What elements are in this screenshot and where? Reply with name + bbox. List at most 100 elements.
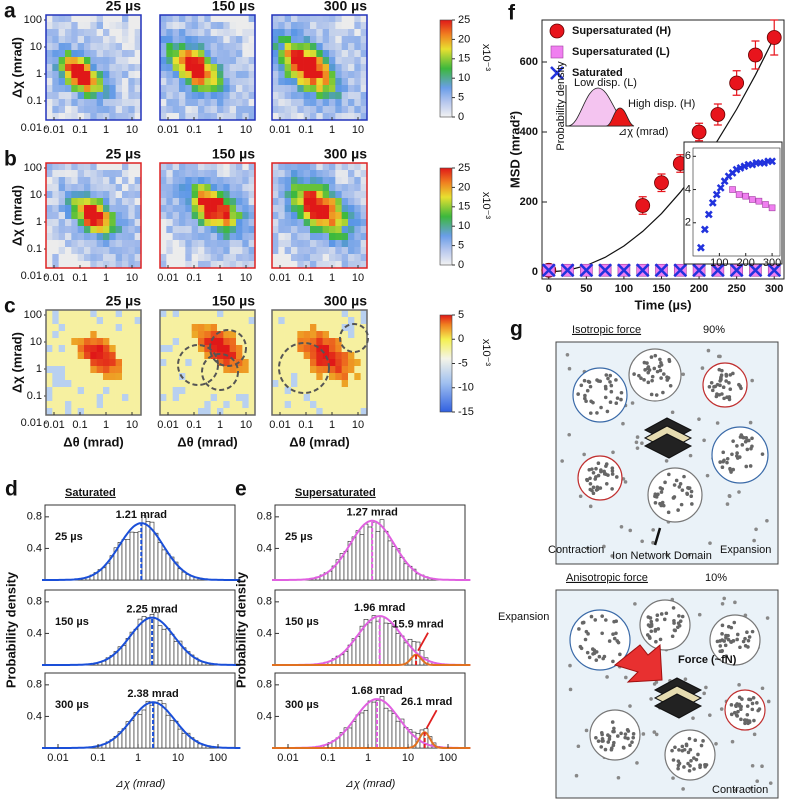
heatmap-cell	[103, 184, 110, 191]
heatmap-cell	[97, 233, 104, 240]
heatmap-cell	[335, 373, 342, 380]
heatmap-cell	[46, 254, 53, 261]
heatmap-cell	[323, 205, 330, 212]
ion	[582, 453, 586, 457]
heatmap-cell	[109, 184, 116, 191]
heatmap-cell	[230, 64, 237, 71]
ion	[724, 636, 728, 640]
heatmap-cell	[335, 394, 342, 401]
heatmap-cell	[242, 106, 249, 113]
heatmap-cell	[354, 359, 361, 366]
ion	[605, 482, 609, 486]
histogram-bar	[162, 629, 166, 665]
heatmap-cell	[71, 310, 78, 317]
ion	[737, 490, 741, 494]
heatmap-cell	[297, 106, 304, 113]
heatmap-cell	[192, 317, 199, 324]
heatmap-cell	[316, 254, 323, 261]
heatmap-cell	[166, 226, 173, 233]
ion	[655, 733, 659, 737]
heatmap-cell	[128, 57, 135, 64]
heatmap-cell	[90, 254, 97, 261]
heatmap-cell	[329, 254, 336, 261]
heatmap-cell	[230, 240, 237, 247]
heatmap-cell	[166, 198, 173, 205]
heatmap-cell	[90, 233, 97, 240]
heatmap-cell	[211, 50, 218, 57]
heatmap-cell	[122, 198, 129, 205]
ion	[611, 469, 615, 473]
heatmap-cell	[211, 219, 218, 226]
heatmap-cell	[52, 219, 59, 226]
ion	[755, 779, 759, 783]
heatmap-cell	[192, 78, 199, 85]
heatmap-cell	[297, 15, 304, 22]
heatmap-cell	[116, 240, 123, 247]
heatmap-cell	[297, 380, 304, 387]
heatmap-cell	[342, 387, 349, 394]
heatmap-cell	[272, 106, 279, 113]
heatmap-cell	[160, 78, 167, 85]
ion	[702, 692, 706, 696]
heatmap-cell	[179, 254, 186, 261]
heatmap-cell	[52, 261, 59, 268]
histogram-bar	[146, 618, 150, 665]
heatmap-cell	[173, 324, 180, 331]
row-time: 25 µs	[55, 531, 83, 543]
heatmap-cell	[59, 163, 66, 170]
heatmap-cell	[90, 408, 97, 415]
ion	[642, 732, 646, 736]
heatmap-cell	[211, 64, 218, 71]
heatmap-cell	[297, 205, 304, 212]
heatmap-cell	[354, 92, 361, 99]
heatmap-cell	[192, 85, 199, 92]
heatmap-cell	[128, 177, 135, 184]
histogram-bar	[400, 636, 404, 665]
heatmap-cell	[291, 29, 298, 36]
heatmap-cell	[204, 78, 211, 85]
heatmap-cell	[46, 99, 53, 106]
heatmap-cell	[52, 240, 59, 247]
heatmap-cell	[323, 22, 330, 29]
heatmap-cell	[342, 43, 349, 50]
heatmap-cell	[128, 36, 135, 43]
x-axis-label: ⊿χ (mrad)	[345, 778, 396, 790]
heatmap-cell	[166, 380, 173, 387]
x-tick-label: 0.1	[90, 752, 105, 764]
heatmap-cell	[128, 226, 135, 233]
ion	[690, 502, 694, 506]
ion	[702, 438, 706, 442]
heatmap-cell	[204, 198, 211, 205]
heatmap-cell	[97, 359, 104, 366]
histogram-bar	[142, 710, 146, 748]
heatmap-cell	[185, 226, 192, 233]
heatmap-cell	[335, 240, 342, 247]
heatmap-cell	[278, 247, 285, 254]
heatmap-cell	[211, 29, 218, 36]
heatmap-cell	[65, 15, 72, 22]
heatmap-cell	[46, 352, 53, 359]
heatmap-cell	[128, 380, 135, 387]
x-tick-label: 0.1	[298, 124, 313, 136]
heatmap-cell	[78, 380, 85, 387]
heatmap-cell	[65, 113, 72, 120]
heatmap-cell	[78, 240, 85, 247]
histogram-bar	[138, 715, 142, 748]
heatmap-cell	[217, 205, 224, 212]
heatmap-cell	[103, 387, 110, 394]
x-tick-label: 1	[217, 272, 223, 284]
ion	[653, 494, 657, 498]
heatmap-cell	[217, 240, 224, 247]
heatmap-cell	[90, 380, 97, 387]
heatmap-cell	[185, 177, 192, 184]
heatmap-cell	[242, 366, 249, 373]
ion	[671, 776, 675, 780]
heatmap-cell	[90, 22, 97, 29]
ion	[653, 354, 657, 358]
heatmap-cell	[204, 310, 211, 317]
heatmap-cell	[272, 71, 279, 78]
heatmap-cell	[310, 317, 317, 324]
heatmap-cell	[52, 64, 59, 71]
ion	[581, 621, 585, 625]
heatmap-cell	[46, 212, 53, 219]
